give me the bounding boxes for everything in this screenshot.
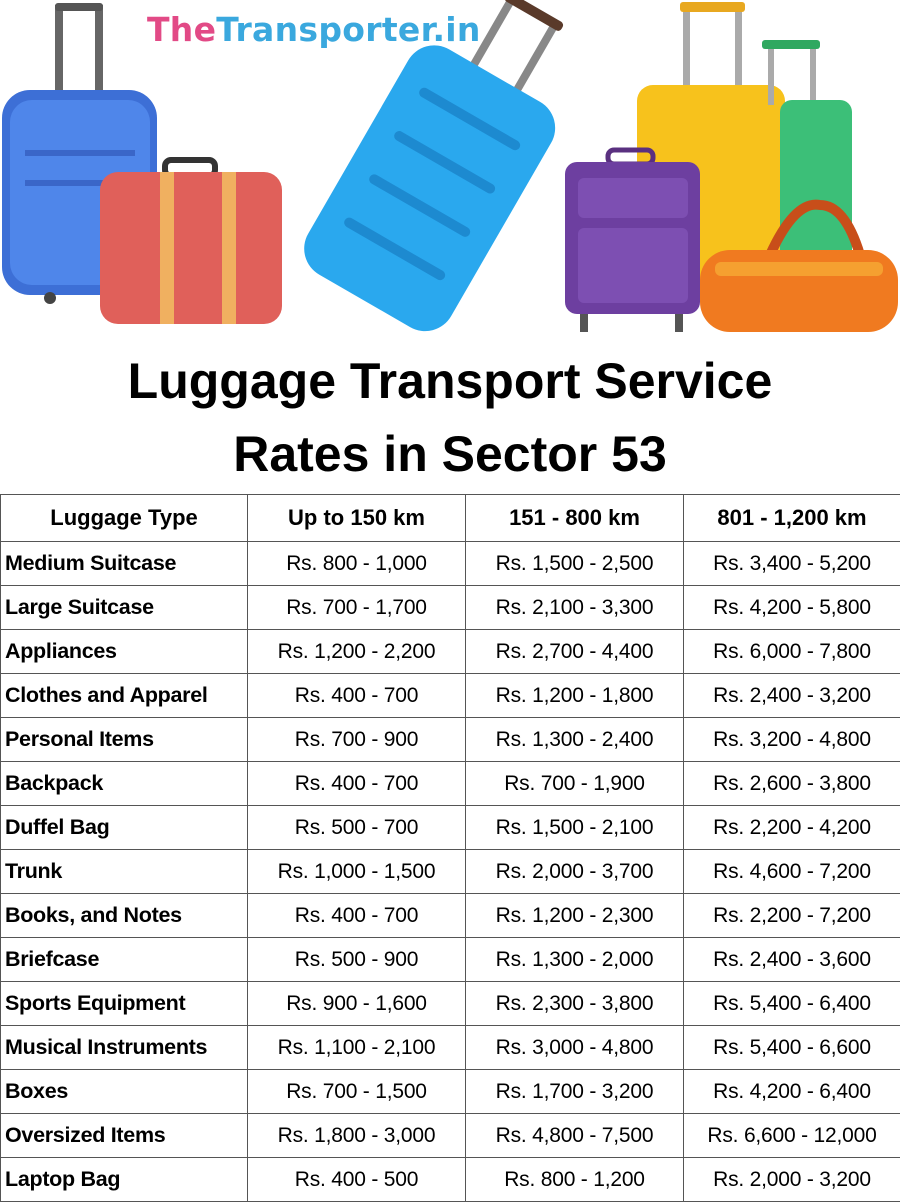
cyan-suitcase-icon bbox=[293, 0, 606, 340]
rate-cell: Rs. 400 - 700 bbox=[248, 762, 466, 806]
rate-cell: Rs. 4,800 - 7,500 bbox=[466, 1114, 684, 1158]
rate-cell: Rs. 2,200 - 4,200 bbox=[684, 806, 900, 850]
luggage-type-cell: Sports Equipment bbox=[1, 982, 248, 1026]
rate-cell: Rs. 4,200 - 6,400 bbox=[684, 1070, 900, 1114]
rate-cell: Rs. 2,700 - 4,400 bbox=[466, 630, 684, 674]
luggage-type-cell: Briefcase bbox=[1, 938, 248, 982]
luggage-type-cell: Boxes bbox=[1, 1070, 248, 1114]
luggage-type-cell: Personal Items bbox=[1, 718, 248, 762]
rate-cell: Rs. 400 - 700 bbox=[248, 674, 466, 718]
rate-cell: Rs. 800 - 1,000 bbox=[248, 542, 466, 586]
rate-cell: Rs. 400 - 500 bbox=[248, 1158, 466, 1202]
rate-cell: Rs. 3,400 - 5,200 bbox=[684, 542, 900, 586]
luggage-type-cell: Books, and Notes bbox=[1, 894, 248, 938]
column-header: 151 - 800 km bbox=[466, 495, 684, 542]
luggage-type-cell: Duffel Bag bbox=[1, 806, 248, 850]
rate-cell: Rs. 4,200 - 5,800 bbox=[684, 586, 900, 630]
rate-cell: Rs. 700 - 1,900 bbox=[466, 762, 684, 806]
logo-part-transporter: Transporter.in bbox=[216, 10, 480, 49]
rate-cell: Rs. 1,300 - 2,000 bbox=[466, 938, 684, 982]
rate-cell: Rs. 1,100 - 2,100 bbox=[248, 1026, 466, 1070]
rate-cell: Rs. 6,000 - 7,800 bbox=[684, 630, 900, 674]
luggage-type-cell: Oversized Items bbox=[1, 1114, 248, 1158]
rate-cell: Rs. 700 - 900 bbox=[248, 718, 466, 762]
rate-cell: Rs. 2,000 - 3,200 bbox=[684, 1158, 900, 1202]
rate-cell: Rs. 2,300 - 3,800 bbox=[466, 982, 684, 1026]
rate-cell: Rs. 1,800 - 3,000 bbox=[248, 1114, 466, 1158]
rate-cell: Rs. 1,000 - 1,500 bbox=[248, 850, 466, 894]
luggage-type-cell: Trunk bbox=[1, 850, 248, 894]
column-header: Up to 150 km bbox=[248, 495, 466, 542]
luggage-type-cell: Appliances bbox=[1, 630, 248, 674]
luggage-type-cell: Medium Suitcase bbox=[1, 542, 248, 586]
site-logo: TheTransporter.in bbox=[147, 10, 481, 49]
column-header: 801 - 1,200 km bbox=[684, 495, 900, 542]
rate-cell: Rs. 500 - 700 bbox=[248, 806, 466, 850]
luggage-type-cell: Clothes and Apparel bbox=[1, 674, 248, 718]
rate-cell: Rs. 6,600 - 12,000 bbox=[684, 1114, 900, 1158]
rate-cell: Rs. 5,400 - 6,600 bbox=[684, 1026, 900, 1070]
luggage-type-cell: Laptop Bag bbox=[1, 1158, 248, 1202]
logo-part-the: The bbox=[147, 10, 216, 49]
luggage-type-cell: Large Suitcase bbox=[1, 586, 248, 630]
luggage-type-cell: Backpack bbox=[1, 762, 248, 806]
rate-cell: Rs. 1,300 - 2,400 bbox=[466, 718, 684, 762]
rate-cell: Rs. 1,200 - 2,200 bbox=[248, 630, 466, 674]
rate-cell: Rs. 700 - 1,700 bbox=[248, 586, 466, 630]
rate-cell: Rs. 1,500 - 2,500 bbox=[466, 542, 684, 586]
rate-cell: Rs. 4,600 - 7,200 bbox=[684, 850, 900, 894]
rate-cell: Rs. 2,000 - 3,700 bbox=[466, 850, 684, 894]
rate-cell: Rs. 1,500 - 2,100 bbox=[466, 806, 684, 850]
page-title-line2: Rates in Sector 53 bbox=[0, 425, 900, 483]
rate-cell: Rs. 3,200 - 4,800 bbox=[684, 718, 900, 762]
rate-cell: Rs. 1,200 - 2,300 bbox=[466, 894, 684, 938]
page-title-line1: Luggage Transport Service bbox=[0, 352, 900, 410]
rate-cell: Rs. 2,100 - 3,300 bbox=[466, 586, 684, 630]
red-suitcase-icon bbox=[100, 160, 282, 324]
rate-cell: Rs. 800 - 1,200 bbox=[466, 1158, 684, 1202]
rate-cell: Rs. 700 - 1,500 bbox=[248, 1070, 466, 1114]
rate-cell: Rs. 900 - 1,600 bbox=[248, 982, 466, 1026]
rate-cell: Rs. 1,200 - 1,800 bbox=[466, 674, 684, 718]
rate-cell: Rs. 2,400 - 3,600 bbox=[684, 938, 900, 982]
rate-cell: Rs. 3,000 - 4,800 bbox=[466, 1026, 684, 1070]
rate-cell: Rs. 400 - 700 bbox=[248, 894, 466, 938]
rate-cell: Rs. 1,700 - 3,200 bbox=[466, 1070, 684, 1114]
rate-cell: Rs. 2,200 - 7,200 bbox=[684, 894, 900, 938]
luggage-type-cell: Musical Instruments bbox=[1, 1026, 248, 1070]
luggage-illustration bbox=[0, 0, 900, 340]
purple-suitcase-icon bbox=[565, 150, 700, 332]
rate-cell: Rs. 2,400 - 3,200 bbox=[684, 674, 900, 718]
column-header: Luggage Type bbox=[1, 495, 248, 542]
rate-cell: Rs. 5,400 - 6,400 bbox=[684, 982, 900, 1026]
rate-cell: Rs. 2,600 - 3,800 bbox=[684, 762, 900, 806]
rate-cell: Rs. 500 - 900 bbox=[248, 938, 466, 982]
